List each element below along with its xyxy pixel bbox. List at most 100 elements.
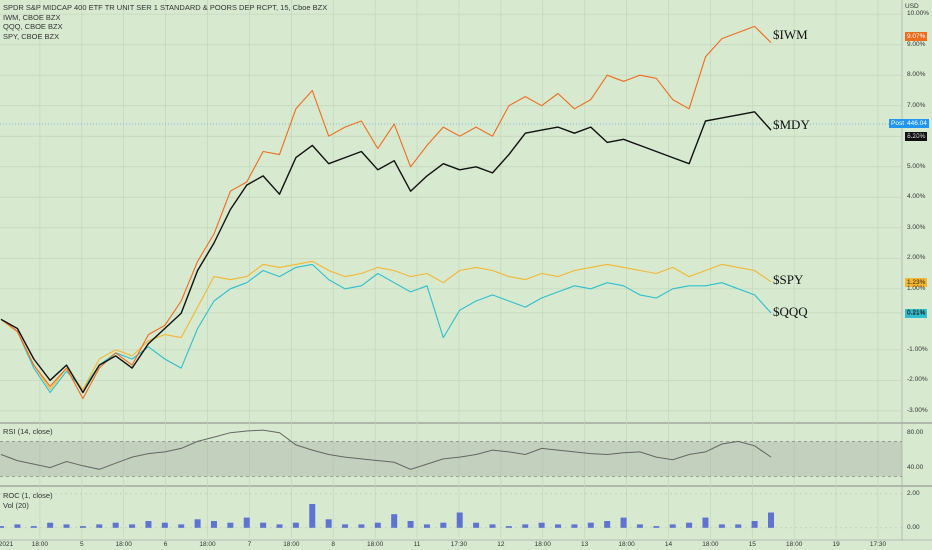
post-label-tag: Post — [889, 119, 907, 128]
x-tick-label: 18:00 — [115, 541, 132, 548]
vol-pane-label[interactable]: Vol (20) — [3, 501, 29, 510]
volume-bar — [620, 517, 627, 528]
x-tick-label: 18:00 — [367, 541, 384, 548]
x-tick-label: 14 — [664, 541, 673, 548]
x-tick-label: 18:00 — [702, 541, 719, 548]
x-tick-label: 17:30 — [869, 541, 887, 548]
series-line-qqq — [0, 263, 772, 394]
volume-bar — [702, 517, 709, 528]
volume-bar — [161, 522, 168, 528]
mdy-annotation: $MDY — [773, 117, 810, 132]
x-tick-label: 18:00 — [283, 541, 300, 548]
volume-bar — [145, 521, 152, 528]
y-tick-label: -3.00% — [907, 406, 928, 414]
volume-bar — [587, 522, 594, 528]
volume-bar — [178, 524, 185, 528]
x-tick-label: 6 — [163, 541, 168, 548]
roc-tick-label: 0.00 — [907, 523, 920, 531]
volume-bar — [489, 524, 496, 528]
chart-legend: SPDR S&P MIDCAP 400 ETF TR UNIT SER 1 ST… — [3, 3, 327, 41]
compare-qqq[interactable]: QQQ, CBOE BZX — [3, 22, 63, 31]
spy-price-tag: 1.23% — [905, 278, 928, 287]
x-tick-label: 2021 — [0, 541, 14, 548]
volume-bar — [309, 504, 316, 528]
series-line-spy — [0, 260, 772, 391]
volume-bar — [342, 524, 349, 528]
volume-bar — [522, 524, 529, 528]
y-tick-label: 0.21% — [907, 308, 926, 316]
x-tick-label: 5 — [79, 541, 84, 548]
y-tick-label: 1.00% — [907, 284, 926, 292]
roc-pane-label[interactable]: ROC (1, close) — [3, 491, 53, 500]
volume-bar — [604, 521, 611, 528]
x-tick-label: 19 — [832, 541, 840, 548]
volume-bar — [325, 519, 332, 528]
volume-bar — [653, 526, 660, 528]
y-tick-label: 9.00% — [907, 40, 926, 48]
volume-bar — [473, 522, 480, 528]
y-tick-label: 4.00% — [907, 193, 926, 201]
volume-bar — [79, 526, 86, 528]
volume-bar — [276, 524, 283, 528]
volume-bar — [47, 522, 54, 528]
volume-bar — [735, 524, 742, 528]
rsi-line — [0, 429, 772, 470]
volume-bar — [440, 522, 447, 528]
volume-bar — [669, 524, 676, 528]
compare-spy[interactable]: SPY, CBOE BZX — [3, 31, 60, 41]
volume-bar — [686, 522, 693, 528]
x-tick-label: 7 — [247, 541, 252, 548]
y-tick-label: 5.00% — [907, 162, 926, 170]
x-tick-label: 17:30 — [450, 541, 468, 548]
x-tick-label: 18:00 — [534, 541, 551, 548]
roc-tick-label: 2.00 — [907, 489, 920, 497]
volume-bar — [505, 526, 512, 528]
volume-bar — [227, 522, 234, 528]
main-symbol-title[interactable]: SPDR S&P MIDCAP 400 ETF TR UNIT SER 1 ST… — [3, 3, 328, 12]
volume-bar — [636, 524, 643, 528]
volume-bar — [423, 524, 430, 528]
y-tick-label: -1.00% — [907, 345, 928, 353]
volume-bar — [538, 522, 545, 528]
volume-bar — [96, 524, 103, 528]
mdy-price-tag: 6.20% — [905, 132, 928, 141]
volume-bar — [194, 519, 201, 528]
volume-bar — [292, 522, 299, 528]
y-tick-label: -2.00% — [907, 376, 928, 384]
y-tick-label: 7.00% — [907, 101, 926, 109]
rsi-band — [0, 441, 902, 477]
y-tick-label: 8.00% — [907, 71, 926, 79]
volume-bar — [129, 524, 136, 528]
iwm-annotation: $IWM — [773, 27, 808, 42]
iwm-price-tag: 9.07% — [905, 32, 928, 41]
y-tick-label: 10.00% — [907, 10, 930, 18]
rsi-pane-label[interactable]: RSI (14, close) — [3, 427, 53, 436]
y-tick-label: 3.00% — [907, 223, 926, 231]
rsi-tick-label: 80.00 — [907, 428, 924, 436]
volume-bar — [63, 524, 70, 528]
spy-annotation: $SPY — [773, 272, 804, 287]
volume-bar — [374, 522, 381, 528]
volume-bar — [260, 522, 267, 528]
volume-bar — [407, 521, 414, 528]
x-tick-label: 18:00 — [199, 541, 216, 548]
volume-bar — [571, 524, 578, 528]
volume-bar — [391, 514, 398, 528]
qqq-annotation: $QQQ — [773, 304, 808, 319]
volume-bar — [210, 521, 217, 528]
volume-bar — [0, 526, 4, 528]
x-tick-label: 12 — [497, 541, 505, 548]
currency-label: USD — [905, 3, 919, 10]
volume-bar — [243, 517, 250, 528]
x-tick-label: 13 — [581, 541, 589, 548]
y-tick-label: 2.00% — [907, 254, 926, 262]
volume-bar — [768, 512, 774, 528]
volume-bar — [718, 524, 725, 528]
rsi-tick-label: 40.00 — [907, 463, 924, 471]
x-tick-label: 11 — [413, 541, 421, 548]
volume-bar — [30, 526, 37, 528]
x-tick-label: 15 — [748, 541, 756, 548]
compare-iwm[interactable]: IWM, CBOE BZX — [3, 12, 61, 22]
